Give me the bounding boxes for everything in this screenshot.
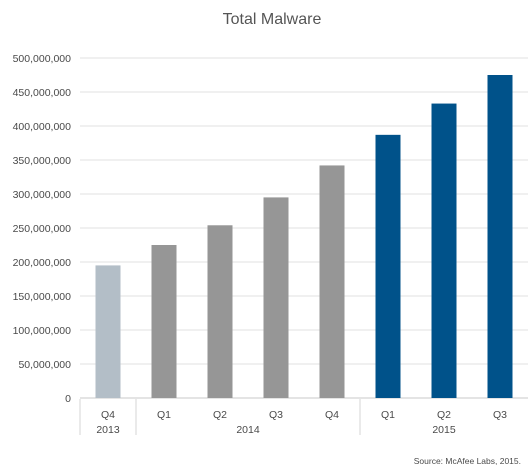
y-tick-label: 450,000,000 [13,87,72,99]
y-tick-label: 300,000,000 [13,189,72,201]
y-tick-label: 100,000,000 [13,325,72,337]
chart-title: Total Malware [223,11,322,28]
bar-3 [207,225,233,398]
y-tick-label: 500,000,000 [13,53,72,65]
bar-5 [319,165,345,398]
y-tick-label: 250,000,000 [13,223,72,235]
bar-6 [375,134,401,398]
x-tick-label: Q3 [269,409,283,421]
y-tick-label: 0 [65,393,71,405]
bar-7 [431,103,457,398]
y-tick-label: 200,000,000 [13,257,72,269]
x-tick-label: Q2 [213,409,227,421]
y-tick-label: 400,000,000 [13,121,72,133]
source-note: Source: McAfee Labs, 2015. [414,456,521,466]
bar-8 [487,75,513,398]
x-tick-label: Q4 [101,409,115,421]
x-tick-label: Q1 [157,409,171,421]
bar-1 [95,265,121,398]
x-tick-label: Q4 [325,409,339,421]
y-tick-label: 50,000,000 [18,359,71,371]
gridlines [80,57,528,399]
y-axis-tick-labels: 0 50,000,000 100,000,000 150,000,000 200,000… [13,53,72,405]
bar-2 [151,245,177,398]
x-group-label: 2014 [236,424,260,436]
bars [95,75,513,398]
x-tick-label: Q3 [493,409,507,421]
y-tick-label: 350,000,000 [13,155,72,167]
x-axis: Q4 Q1 Q2 Q3 Q4 Q1 Q2 Q3 2013 2014 2015 [79,399,507,436]
x-tick-label: Q2 [437,409,451,421]
bar-4 [263,197,289,398]
x-group-label: 2015 [432,424,456,436]
x-group-label: 2013 [96,424,120,436]
y-tick-label: 150,000,000 [13,291,72,303]
x-tick-label: Q1 [381,409,395,421]
